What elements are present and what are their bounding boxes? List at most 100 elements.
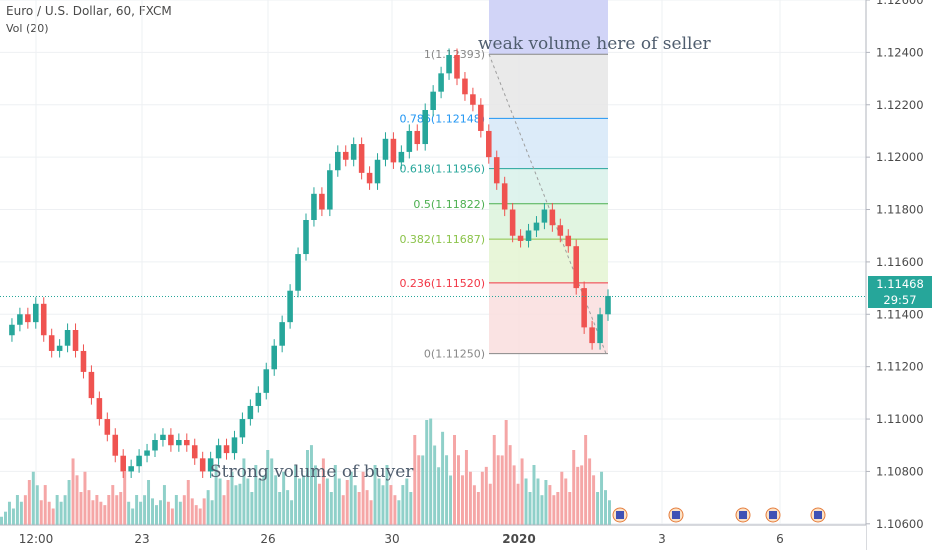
candle-body: [64, 330, 71, 346]
volume-bar: [492, 435, 496, 525]
volume-bar: [468, 471, 472, 525]
volume-bar: [385, 465, 389, 525]
candle-body: [501, 183, 508, 210]
volume-bar: [325, 478, 329, 525]
volume-bar: [560, 471, 564, 525]
volume-bar: [540, 495, 544, 525]
candle-body: [533, 222, 540, 231]
candle-body: [88, 371, 95, 399]
volume-bar: [294, 465, 298, 525]
candle-body: [398, 151, 405, 163]
candle-body: [120, 455, 126, 472]
volume-bar: [7, 501, 11, 525]
volume-bar: [453, 435, 456, 525]
volume-bar: [274, 475, 278, 525]
volume-bar: [19, 501, 23, 525]
candle-body: [9, 324, 15, 336]
volume-bar: [373, 465, 377, 525]
candle-body: [17, 314, 23, 325]
volume-bar: [230, 471, 234, 525]
volume-bar: [35, 485, 39, 525]
volume-bar: [464, 450, 468, 525]
volume-bar: [401, 485, 405, 525]
volume-bar: [421, 455, 425, 525]
price-tick-label: 1.12000: [876, 150, 924, 164]
candle-body: [597, 314, 603, 344]
volume-bar: [198, 508, 202, 525]
volume-indicator-label: Vol (20): [6, 22, 49, 35]
volume-bar: [226, 480, 230, 525]
candle-body: [478, 104, 484, 131]
volume-bar: [258, 478, 262, 525]
volume-bar: [119, 492, 123, 525]
volume-bar: [572, 450, 576, 525]
volume-bar: [592, 475, 596, 525]
price-tick-label: 1.11600: [876, 255, 924, 269]
candle-body: [199, 458, 206, 472]
volume-bar: [39, 500, 43, 525]
volume-bar: [298, 478, 302, 525]
volume-bar: [238, 483, 242, 525]
volume-bar: [321, 458, 325, 525]
fib-label: 1(1.12393): [424, 48, 485, 61]
time-axis-bg: [0, 525, 866, 550]
candle-body: [176, 440, 182, 446]
volume-bar: [337, 478, 341, 525]
price-tick-label: 1.11400: [876, 307, 924, 321]
volume-bar: [178, 501, 182, 525]
time-tick-label: 12:00: [19, 532, 54, 546]
volume-bar: [202, 498, 206, 525]
candle-body: [493, 157, 500, 184]
volume-bar: [472, 485, 476, 525]
candle-body: [223, 445, 230, 454]
volume-bar: [548, 485, 552, 525]
candle-body: [184, 440, 190, 446]
volume-bar: [306, 450, 309, 525]
candle-body: [152, 440, 158, 451]
volume-bar: [250, 492, 254, 525]
volume-bar: [214, 465, 218, 525]
volume-bar: [409, 492, 413, 525]
price-tick-label: 1.12400: [876, 45, 924, 59]
volume-bar: [329, 492, 333, 525]
volume-bar: [43, 485, 47, 525]
volume-bar: [608, 500, 611, 525]
candle-body: [382, 138, 389, 160]
volume-bar: [504, 420, 508, 525]
volume-bar: [278, 492, 282, 525]
volume-bar: [313, 465, 317, 525]
volume-bar: [393, 495, 397, 525]
candle-body: [366, 172, 373, 184]
volume-bar: [158, 500, 162, 525]
candle-body: [72, 330, 79, 351]
volume-bar: [75, 475, 79, 525]
volume-bar: [162, 485, 166, 525]
candle-body: [509, 209, 516, 236]
candle-body: [342, 151, 349, 160]
candle-body: [136, 455, 142, 467]
volume-bar: [377, 478, 381, 525]
volume-bar: [500, 455, 504, 525]
fib-zone: [489, 282, 608, 354]
volume-bar: [242, 458, 246, 525]
volume-bar: [425, 420, 429, 525]
volume-bar: [63, 495, 67, 525]
fib-zone: [489, 54, 608, 119]
volume-bar: [170, 508, 174, 525]
volume-bar: [15, 495, 19, 525]
volume-bar: [552, 495, 556, 525]
candle-body: [358, 144, 365, 173]
volume-bar: [357, 492, 361, 525]
fib-zone: [489, 203, 608, 240]
fib-zone: [489, 239, 608, 283]
volume-bar: [476, 492, 480, 525]
time-tick-label: 30: [384, 532, 399, 546]
volume-bar: [135, 495, 139, 525]
candle-body: [605, 295, 611, 315]
candle-body: [406, 130, 413, 152]
volume-bar: [59, 501, 63, 525]
fib-label: 0.236(1.11520): [399, 277, 485, 290]
time-tick-label: 2020: [502, 532, 535, 546]
fib-label: 0.786(1.12148): [399, 112, 485, 125]
